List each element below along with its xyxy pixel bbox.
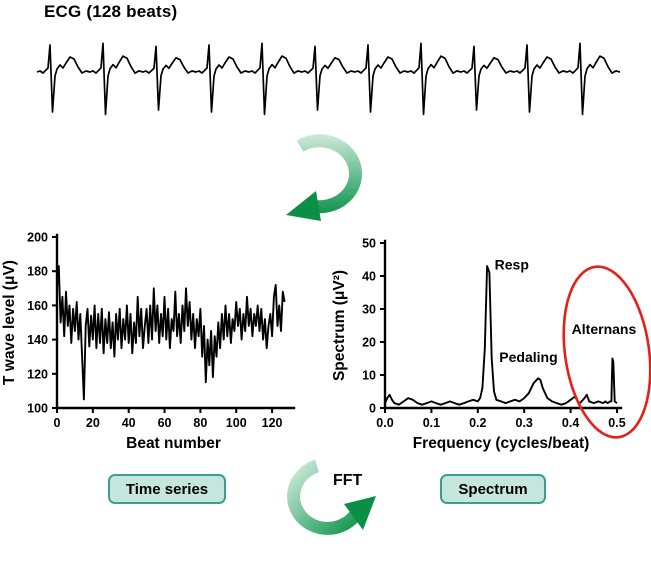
y-tick-label: 50	[362, 237, 376, 251]
time-series-label-box: Time series	[108, 474, 226, 504]
x-axis-title: Beat number	[126, 435, 221, 452]
time-series-label: Time series	[125, 480, 209, 498]
x-axis-title: Frequency (cycles/beat)	[413, 435, 590, 452]
ecg-title: ECG (128 beats)	[44, 2, 178, 21]
y-axis-title: Spectrum (μV²)	[331, 270, 348, 381]
ecg-waveform	[36, 42, 620, 116]
x-tick-label: 40	[122, 416, 136, 430]
y-tick-label: 40	[362, 270, 376, 284]
y-tick-label: 10	[362, 369, 376, 383]
x-tick-label: 100	[226, 416, 247, 430]
y-tick-label: 140	[27, 333, 48, 347]
time-series-chart: 0 20 40 60 80 100 120 100 120 140 160 180 200 Beat nu…	[1, 231, 296, 452]
x-tick-label: 0	[54, 416, 61, 430]
y-tick-label: 20	[362, 336, 376, 350]
y-tick-label: 200	[27, 231, 48, 245]
down-arrow-icon	[286, 134, 363, 221]
spectrum-chart: 0.0 0.1 0.2 0.3 0.4 0.5 0 10 20 30 40 50 Frequency (…	[331, 237, 637, 453]
x-tick-label: 0.0	[376, 416, 393, 430]
ecg-trace	[36, 42, 620, 116]
y-axis-title: T wave level (μV)	[1, 260, 18, 385]
y-tick-label: 120	[27, 367, 48, 381]
x-tick-label: 120	[262, 416, 283, 430]
t-wave-time-series-line	[56, 265, 286, 401]
y-tick-label: 180	[27, 265, 48, 279]
spectrum-label-box: Spectrum	[440, 474, 546, 504]
x-tick-label: 0.3	[516, 416, 533, 430]
x-tick-label: 20	[86, 416, 100, 430]
annotation-resp: Resp	[495, 256, 529, 272]
annotation-pedaling: Pedaling	[499, 349, 557, 365]
spectrum-label: Spectrum	[458, 480, 528, 498]
down-arrow-body	[296, 134, 363, 214]
down-arrow-head	[286, 191, 321, 221]
fft-arrow-body	[287, 459, 362, 535]
annotation-alternans: Alternans	[572, 321, 637, 337]
x-tick-label: 80	[193, 416, 207, 430]
x-tick-label: 0.5	[608, 416, 625, 430]
x-tick-label: 60	[158, 416, 172, 430]
fft-arrow-icon	[287, 459, 376, 535]
y-tick-label: 160	[27, 299, 48, 313]
x-tick-label: 0.1	[423, 416, 440, 430]
fft-label: FFT	[333, 472, 363, 489]
x-tick-label: 0.4	[562, 416, 579, 430]
fft-arrow-head	[344, 496, 376, 530]
y-tick-label: 30	[362, 303, 376, 317]
x-tick-label: 0.2	[469, 416, 486, 430]
y-tick-label: 100	[27, 402, 48, 416]
y-tick-label: 0	[369, 402, 376, 416]
